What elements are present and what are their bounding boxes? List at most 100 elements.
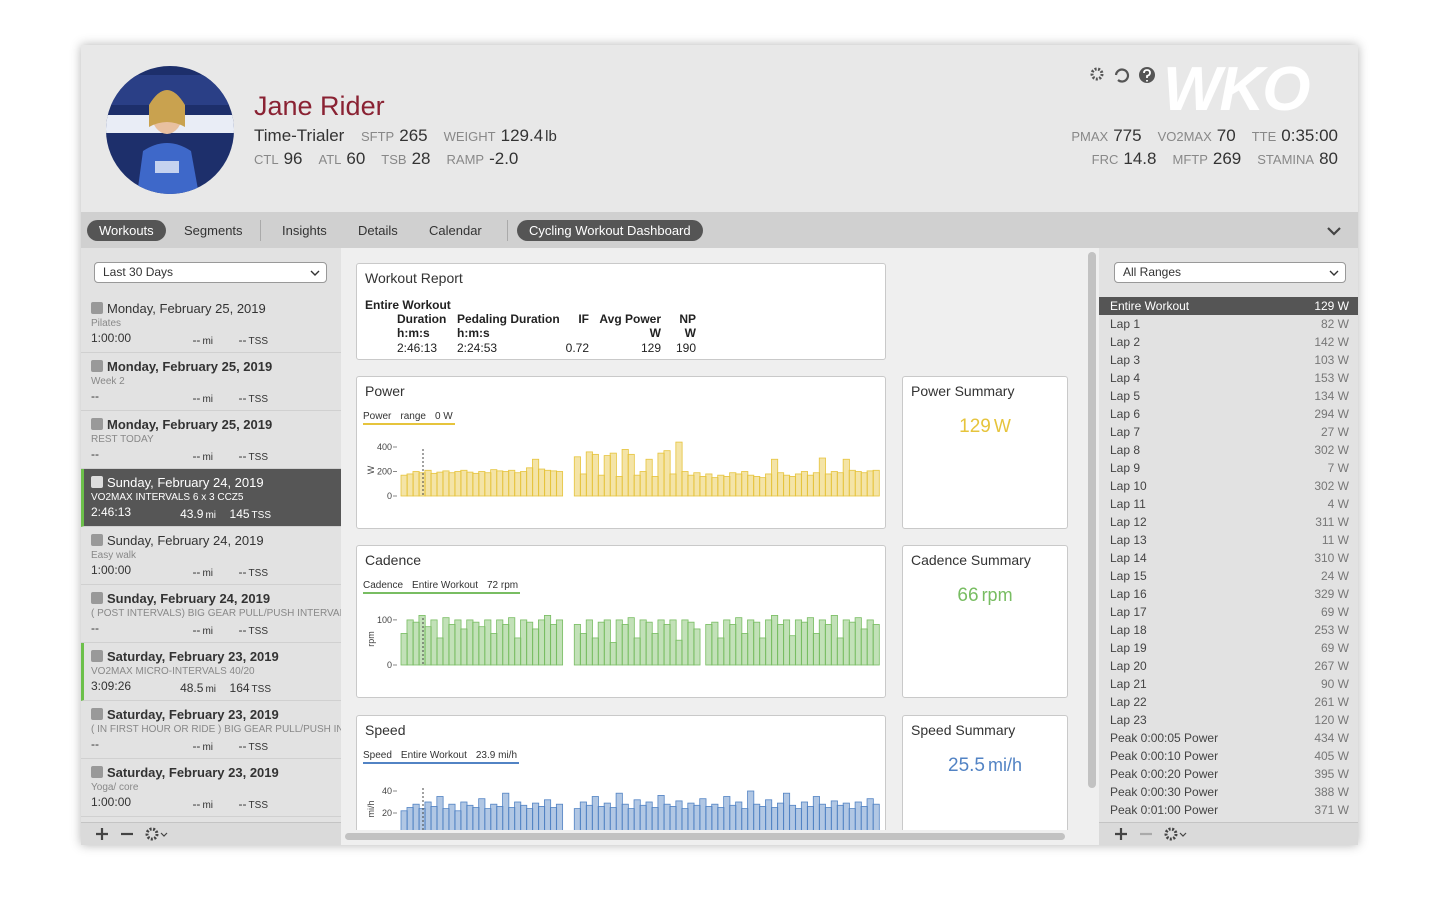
tab[interactable]: Segments bbox=[184, 223, 243, 238]
workout-item[interactable]: Saturday, February 23, 2019 ( IN FIRST HO… bbox=[81, 701, 341, 759]
range-row[interactable]: Lap 10 302 W bbox=[1099, 477, 1358, 495]
workout-item[interactable]: Sunday, February 24, 2019 VO2MAX INTERVAL… bbox=[81, 469, 341, 527]
legend-text: Entire Workout bbox=[412, 580, 478, 591]
y-tick-label: 400 bbox=[377, 442, 392, 452]
dropdown[interactable]: Last 30 Days bbox=[94, 262, 327, 283]
range-row[interactable]: Lap 13 11 W bbox=[1099, 531, 1358, 549]
range-row[interactable]: Lap 14 310 W bbox=[1099, 549, 1358, 567]
range-row[interactable]: Lap 18 253 W bbox=[1099, 621, 1358, 639]
signal-bar bbox=[466, 804, 474, 830]
range-row[interactable]: Lap 6 294 W bbox=[1099, 405, 1358, 423]
range-row[interactable]: Lap 5 134 W bbox=[1099, 387, 1358, 405]
report-column-head: IF bbox=[578, 312, 589, 326]
signal-bar bbox=[771, 615, 779, 666]
range-name: Lap 1 bbox=[1110, 317, 1141, 331]
workout-item[interactable]: Monday, February 25, 2019 REST TODAY -- -- m… bbox=[81, 411, 341, 469]
add-button[interactable] bbox=[1115, 828, 1127, 840]
horizontal-scroll-thumb[interactable] bbox=[345, 833, 1065, 840]
signal-bar bbox=[753, 803, 761, 830]
y-axis-label: rpm bbox=[366, 631, 376, 647]
signal-bar bbox=[717, 474, 725, 497]
signal-bar bbox=[866, 619, 874, 666]
signal-bar bbox=[549, 807, 558, 830]
range-row[interactable]: Lap 23 120 W bbox=[1099, 711, 1358, 729]
signal-bar bbox=[579, 473, 587, 497]
signal-bar bbox=[555, 619, 564, 666]
range-row[interactable]: Lap 21 90 W bbox=[1099, 675, 1358, 693]
refresh-icon[interactable] bbox=[1114, 68, 1130, 83]
tab[interactable]: Workouts bbox=[87, 220, 166, 241]
range-name: Lap 23 bbox=[1110, 713, 1147, 727]
tab[interactable]: Cycling Workout Dashboard bbox=[517, 220, 703, 241]
collapse-chevron[interactable] bbox=[1326, 224, 1342, 238]
y-axis-label: W bbox=[366, 465, 376, 474]
workout-item[interactable]: Monday, February 25, 2019 Week 2 -- -- mi -- T… bbox=[81, 353, 341, 411]
range-row[interactable]: Lap 22 261 W bbox=[1099, 693, 1358, 711]
workout-duration: -- bbox=[91, 389, 99, 403]
range-row[interactable]: Lap 19 69 W bbox=[1099, 639, 1358, 657]
range-row[interactable]: Lap 8 302 W bbox=[1099, 441, 1358, 459]
range-row[interactable]: Peak 0:00:05 Power 434 W bbox=[1099, 729, 1358, 747]
range-row[interactable]: Lap 11 4 W bbox=[1099, 495, 1358, 513]
signal-bar bbox=[687, 802, 695, 830]
distance-unit: mi bbox=[205, 684, 216, 695]
logo: WKO bbox=[1163, 55, 1311, 124]
chart-plot: 40 20 mi/h bbox=[366, 786, 880, 830]
settings-button[interactable] bbox=[1164, 827, 1178, 841]
signal-bar bbox=[848, 621, 856, 666]
workout-item[interactable]: Sunday, February 24, 2019 Easy walk 1:00:0… bbox=[81, 527, 341, 585]
range-name: Entire Workout bbox=[1110, 299, 1190, 313]
settings-icon[interactable] bbox=[1090, 67, 1104, 81]
signal-bar bbox=[579, 801, 587, 830]
range-row[interactable]: Lap 7 27 W bbox=[1099, 423, 1358, 441]
tab[interactable]: Calendar bbox=[429, 223, 482, 238]
distance-value: -- bbox=[192, 565, 201, 579]
range-row[interactable]: Lap 20 267 W bbox=[1099, 657, 1358, 675]
range-value: 261 W bbox=[1314, 695, 1349, 709]
range-value: 142 W bbox=[1314, 335, 1349, 349]
range-row[interactable]: Lap 17 69 W bbox=[1099, 603, 1358, 621]
tab[interactable]: Details bbox=[358, 223, 398, 238]
legend-text: range bbox=[400, 411, 426, 422]
range-row[interactable]: Peak 0:00:20 Power 395 W bbox=[1099, 765, 1358, 783]
workout-item[interactable]: Saturday, February 23, 2019 VO2MAX MICRO-… bbox=[81, 643, 341, 701]
signal-bar bbox=[735, 801, 743, 830]
signal-bar bbox=[854, 617, 862, 666]
range-row[interactable]: Lap 1 82 W bbox=[1099, 315, 1358, 333]
signal-bar bbox=[418, 615, 426, 666]
signal-bar bbox=[860, 628, 868, 666]
add-button[interactable] bbox=[96, 828, 108, 840]
range-row[interactable]: Peak 0:00:30 Power 388 W bbox=[1099, 783, 1358, 801]
workout-item[interactable]: Saturday, February 23, 2019 Yoga/ core 1:0… bbox=[81, 759, 341, 817]
report-column-head: Avg Power bbox=[599, 312, 661, 326]
stat-value: 129.4 bbox=[500, 126, 544, 145]
range-row[interactable]: Lap 4 153 W bbox=[1099, 369, 1358, 387]
range-name: Lap 6 bbox=[1110, 407, 1141, 421]
signal-bar bbox=[603, 619, 611, 666]
range-value: 253 W bbox=[1314, 623, 1349, 637]
range-row[interactable]: Lap 12 311 W bbox=[1099, 513, 1358, 531]
range-row[interactable]: Lap 2 142 W bbox=[1099, 333, 1358, 351]
range-row[interactable]: Peak 0:00:10 Power 405 W bbox=[1099, 747, 1358, 765]
signal-bar bbox=[430, 806, 438, 830]
range-row[interactable]: Lap 3 103 W bbox=[1099, 351, 1358, 369]
left-toolbar bbox=[81, 822, 341, 845]
range-row[interactable]: Peak 0:01:00 Power 371 W bbox=[1099, 801, 1358, 819]
range-row[interactable]: Entire Workout 129 W bbox=[1099, 297, 1358, 315]
stat-label: TTE bbox=[1251, 129, 1277, 144]
dropdown[interactable]: All Ranges bbox=[1114, 262, 1346, 283]
workout-item[interactable]: Sunday, February 24, 2019 ( POST INTERVAL… bbox=[81, 585, 341, 643]
help-icon[interactable] bbox=[1139, 67, 1155, 83]
signal-bar bbox=[412, 471, 420, 497]
tab[interactable]: Insights bbox=[282, 223, 327, 238]
range-row[interactable]: Lap 9 7 W bbox=[1099, 459, 1358, 477]
signal-bar bbox=[532, 628, 540, 666]
range-row[interactable]: Lap 15 24 W bbox=[1099, 567, 1358, 585]
vertical-scroll-thumb[interactable] bbox=[1088, 252, 1096, 788]
range-row[interactable]: Lap 16 329 W bbox=[1099, 585, 1358, 603]
signal-bar bbox=[478, 798, 486, 830]
signal-bar bbox=[496, 470, 504, 497]
workout-item[interactable]: Monday, February 25, 2019 Pilates 1:00:00 -… bbox=[81, 295, 341, 353]
settings-button[interactable] bbox=[145, 827, 159, 841]
